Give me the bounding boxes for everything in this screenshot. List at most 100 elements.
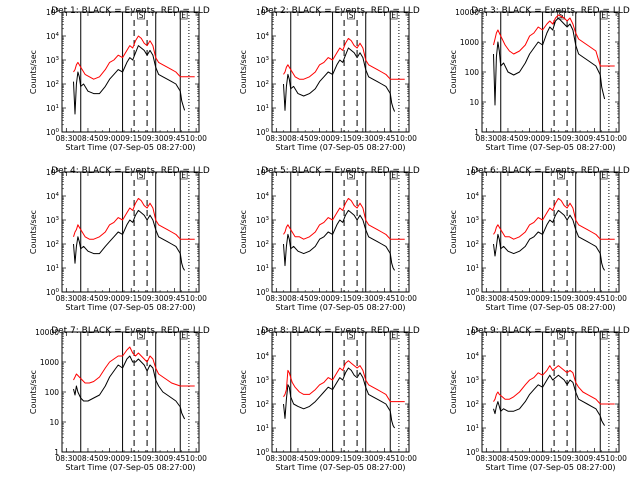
- y-tick-label: 10: [49, 418, 59, 427]
- y-tick-exponent: 4: [56, 192, 60, 198]
- y-tick-exponent: 5: [56, 168, 60, 174]
- x-tick-label: 09:15: [540, 294, 562, 303]
- y-tick-exponent: 3: [266, 56, 270, 62]
- y-tick-label: 104: [466, 352, 480, 361]
- marker-label-s: S: [559, 171, 564, 180]
- y-tick-label: 104: [256, 192, 270, 201]
- x-axis-label: Start Time (07-Sep-05 08:27:00): [485, 463, 615, 472]
- y-tick-exponent: 0: [56, 128, 60, 134]
- y-tick-label: 103: [466, 376, 480, 385]
- x-tick-label: 09:30: [352, 294, 374, 303]
- x-tick-label: 09:45: [374, 454, 396, 463]
- marker-box: [137, 170, 145, 180]
- events-series-line: [283, 47, 396, 112]
- marker-label-s: S: [349, 11, 354, 20]
- y-tick-label: 103: [46, 56, 60, 65]
- marker-label-s: S: [559, 11, 564, 20]
- y-tick-exponent: 1: [266, 264, 270, 270]
- lld-series-line: [283, 197, 405, 240]
- x-tick-label: 08:30: [476, 454, 498, 463]
- x-tick-label: 08:30: [266, 134, 288, 143]
- events-series-line: [73, 209, 186, 271]
- y-tick-label: 101: [256, 424, 269, 433]
- x-tick-label: 09:00: [99, 134, 121, 143]
- x-axis-label: Start Time (07-Sep-05 08:27:00): [65, 463, 195, 472]
- y-tick-label: 104: [256, 32, 270, 41]
- y-tick-exponent: 4: [266, 192, 270, 198]
- x-tick-label: 08:45: [287, 454, 309, 463]
- y-tick-label: 103: [46, 216, 60, 225]
- lld-series-line: [493, 365, 615, 405]
- y-axis-label: Counts/sec: [29, 210, 38, 254]
- y-tick-label: 101: [466, 424, 479, 433]
- panel-title: Det 4: BLACK = Events, RED = LLD: [51, 166, 210, 176]
- y-tick-exponent: 3: [476, 376, 480, 382]
- y-tick-label: 1000: [40, 358, 59, 367]
- marker-label-e: E: [391, 171, 396, 180]
- x-tick-label: 08:45: [287, 294, 309, 303]
- y-tick-label: 101: [46, 264, 59, 273]
- y-tick-label: 102: [466, 240, 479, 249]
- y-tick-exponent: 1: [266, 104, 270, 110]
- marker-label-e: E: [601, 331, 606, 340]
- lld-series-line: [493, 14, 615, 67]
- y-tick-label: 102: [256, 80, 269, 89]
- y-axis-label: Counts/sec: [29, 370, 38, 414]
- y-tick-label: 102: [46, 240, 59, 249]
- y-tick-label: 1000: [460, 38, 479, 47]
- panel-title: Det 1: BLACK = Events, RED = LLD: [51, 6, 210, 16]
- y-tick-label: 100: [46, 288, 60, 297]
- y-tick-exponent: 2: [476, 240, 480, 246]
- panel-title: Det 2: BLACK = Events, RED = LLD: [261, 6, 420, 16]
- x-axis-label: Start Time (07-Sep-05 08:27:00): [485, 143, 615, 152]
- events-series-line: [73, 45, 186, 115]
- panel-title: Det 3: BLACK = Events, RED = LLD: [471, 6, 630, 16]
- y-tick-exponent: 5: [266, 328, 270, 334]
- plot-frame: [481, 171, 620, 293]
- y-tick-exponent: 1: [476, 264, 480, 270]
- x-tick-label: 09:00: [519, 294, 541, 303]
- y-tick-exponent: 2: [56, 80, 60, 86]
- y-tick-label: 100: [256, 288, 270, 297]
- plot-frame: [271, 11, 410, 133]
- x-tick-label: 09:30: [142, 134, 164, 143]
- y-tick-label: 104: [256, 352, 270, 361]
- x-axis-label: Start Time (07-Sep-05 08:27:00): [65, 303, 195, 312]
- y-tick-label: 102: [256, 240, 269, 249]
- marker-label-s: S: [139, 11, 144, 20]
- y-tick-exponent: 4: [56, 32, 60, 38]
- y-tick-label: 105: [256, 8, 270, 17]
- plot-frame: [61, 11, 200, 133]
- y-tick-label: 102: [466, 400, 479, 409]
- y-tick-exponent: 1: [266, 424, 270, 430]
- x-tick-label: 08:30: [476, 134, 498, 143]
- y-tick-label: 104: [466, 192, 480, 201]
- y-tick-label: 105: [256, 168, 270, 177]
- y-axis-label: Counts/sec: [29, 50, 38, 94]
- y-tick-label: 10000: [455, 8, 479, 17]
- y-tick-exponent: 5: [266, 168, 270, 174]
- y-axis-label: Counts/sec: [239, 210, 248, 254]
- y-tick-exponent: 2: [266, 400, 270, 406]
- y-tick-label: 101: [46, 104, 59, 113]
- y-tick-label: 101: [466, 264, 479, 273]
- y-tick-exponent: 0: [266, 128, 270, 134]
- x-tick-label: 08:45: [497, 454, 519, 463]
- x-tick-label: 09:00: [309, 134, 331, 143]
- x-tick-label: 10:00: [395, 134, 417, 143]
- marker-label-e: E: [391, 11, 396, 20]
- y-axis-label: Counts/sec: [449, 210, 458, 254]
- y-tick-label: 103: [256, 56, 270, 65]
- x-tick-label: 09:15: [120, 294, 142, 303]
- y-tick-exponent: 0: [476, 288, 480, 294]
- x-tick-label: 08:30: [266, 294, 288, 303]
- x-axis-label: Start Time (07-Sep-05 08:27:00): [275, 463, 405, 472]
- events-series-line: [493, 374, 606, 426]
- y-tick-label: 100: [45, 388, 60, 397]
- y-tick-exponent: 4: [266, 352, 270, 358]
- x-tick-label: 09:45: [584, 134, 606, 143]
